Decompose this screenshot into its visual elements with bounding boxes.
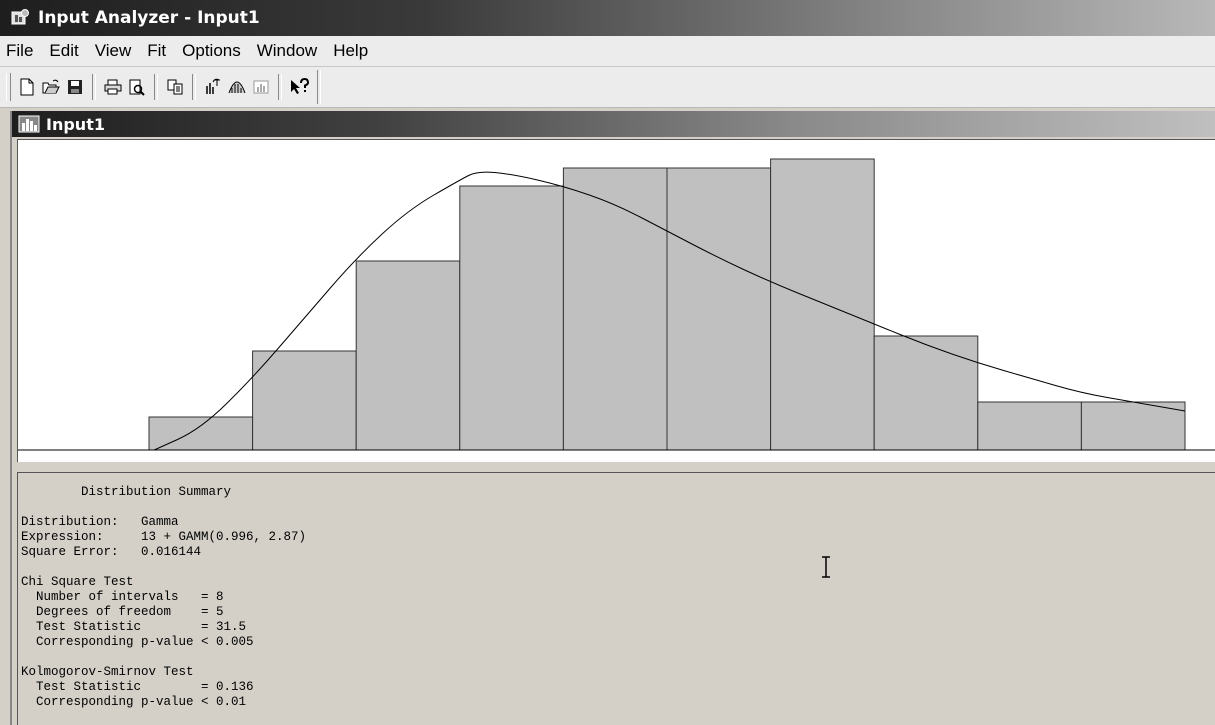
- menu-view[interactable]: View: [94, 41, 132, 60]
- ks-pvalue-value: < 0.01: [201, 695, 247, 709]
- new-icon: [20, 78, 34, 96]
- data-file-icon: [206, 78, 220, 94]
- window-title: Input Analyzer - Input1: [38, 8, 260, 28]
- save-button[interactable]: [64, 75, 86, 99]
- pane-splitter[interactable]: [17, 462, 1215, 472]
- toolbar-separator: [192, 74, 196, 100]
- summary-heading-indent: [21, 485, 81, 499]
- chart-icon: [253, 80, 269, 94]
- ks-statistic-label: Test Statistic =: [21, 680, 217, 694]
- print-button[interactable]: [102, 75, 124, 99]
- distribution-summary-pane[interactable]: Distribution Summary Distribution: Gamma…: [17, 472, 1215, 725]
- toolbar-grip[interactable]: [6, 73, 11, 101]
- context-help-icon: [291, 78, 309, 94]
- histogram-bar: [459, 185, 564, 451]
- toolbar-separator: [154, 74, 158, 100]
- menu-options[interactable]: Options: [182, 41, 241, 60]
- histogram-bar: [252, 350, 357, 451]
- copy-button[interactable]: [164, 75, 186, 99]
- histogram-pane[interactable]: [17, 139, 1215, 463]
- histogram-bar: [666, 167, 772, 451]
- expression-label: Expression:: [21, 530, 142, 544]
- menu-help[interactable]: Help: [333, 41, 369, 60]
- new-button[interactable]: [16, 75, 38, 99]
- input-analyzer-app-icon: [11, 9, 29, 25]
- fit-curve-button[interactable]: [226, 75, 248, 99]
- square-error-label: Square Error:: [21, 545, 142, 559]
- histogram-bar: [770, 158, 875, 451]
- print-preview-icon: [129, 79, 145, 96]
- chi-statistic-label: Test Statistic =: [21, 620, 217, 634]
- open-button[interactable]: [40, 75, 62, 99]
- toolbar-separator: [278, 74, 282, 100]
- text-cursor-icon: [822, 556, 830, 578]
- fit-curve-icon: [228, 81, 246, 94]
- child-window-title: Input1: [46, 114, 105, 134]
- save-icon: [68, 80, 82, 94]
- histogram-document-icon: [18, 115, 40, 133]
- child-title-bar[interactable]: Input1: [12, 111, 1215, 137]
- copy-icon: [167, 79, 182, 95]
- fitted-gamma-curve: [153, 171, 1186, 451]
- chi-intervals-value: 8: [216, 590, 224, 604]
- chart-button[interactable]: [250, 75, 272, 99]
- menu-file[interactable]: File: [6, 41, 34, 60]
- histogram-bar: [977, 401, 1082, 451]
- toolbar-end-divider: [317, 70, 321, 104]
- summary-text: Distribution Summary Distribution: Gamma…: [21, 485, 306, 710]
- ks-statistic-value: 0.136: [216, 680, 254, 694]
- ks-heading: Kolmogorov-Smirnov Test: [21, 665, 194, 679]
- square-error-value: 0.016144: [141, 545, 202, 559]
- histogram-bar: [355, 260, 461, 451]
- summary-heading: Distribution Summary: [81, 485, 232, 499]
- toolbar: [0, 67, 1215, 108]
- expression-value: 13 + GAMM(0.996, 2.87): [141, 530, 307, 544]
- chi-square-heading: Chi Square Test: [21, 575, 134, 589]
- chi-statistic-value: 31.5: [216, 620, 247, 634]
- toolbar-separator: [92, 74, 96, 100]
- data-file-button[interactable]: [202, 75, 224, 99]
- distribution-label: Distribution:: [21, 515, 142, 529]
- histogram-chart: [18, 158, 1215, 451]
- menu-edit[interactable]: Edit: [49, 41, 79, 60]
- menu-window[interactable]: Window: [256, 41, 318, 60]
- chi-dof-value: 5: [216, 605, 224, 619]
- histogram-bar: [873, 335, 979, 451]
- context-help-button[interactable]: [288, 75, 310, 99]
- title-bar[interactable]: Input Analyzer - Input1: [0, 0, 1215, 36]
- print-preview-button[interactable]: [126, 75, 148, 99]
- histogram-bar: [1080, 401, 1186, 451]
- open-icon: [42, 79, 60, 94]
- ks-pvalue-label: Corresponding p-value: [21, 695, 202, 709]
- chi-dof-label: Degrees of freedom =: [21, 605, 217, 619]
- child-window: Input1 Distribution Summary Distribution…: [10, 111, 1215, 725]
- menu-fit[interactable]: Fit: [147, 41, 167, 60]
- menu-bar: File Edit View Fit Options Window Help: [0, 36, 1215, 67]
- distribution-value: Gamma: [141, 515, 179, 529]
- chi-pvalue-value: < 0.005: [201, 635, 254, 649]
- chi-intervals-label: Number of intervals =: [21, 590, 217, 604]
- chi-pvalue-label: Corresponding p-value: [21, 635, 202, 649]
- print-icon: [104, 79, 122, 95]
- histogram-bar: [562, 167, 668, 451]
